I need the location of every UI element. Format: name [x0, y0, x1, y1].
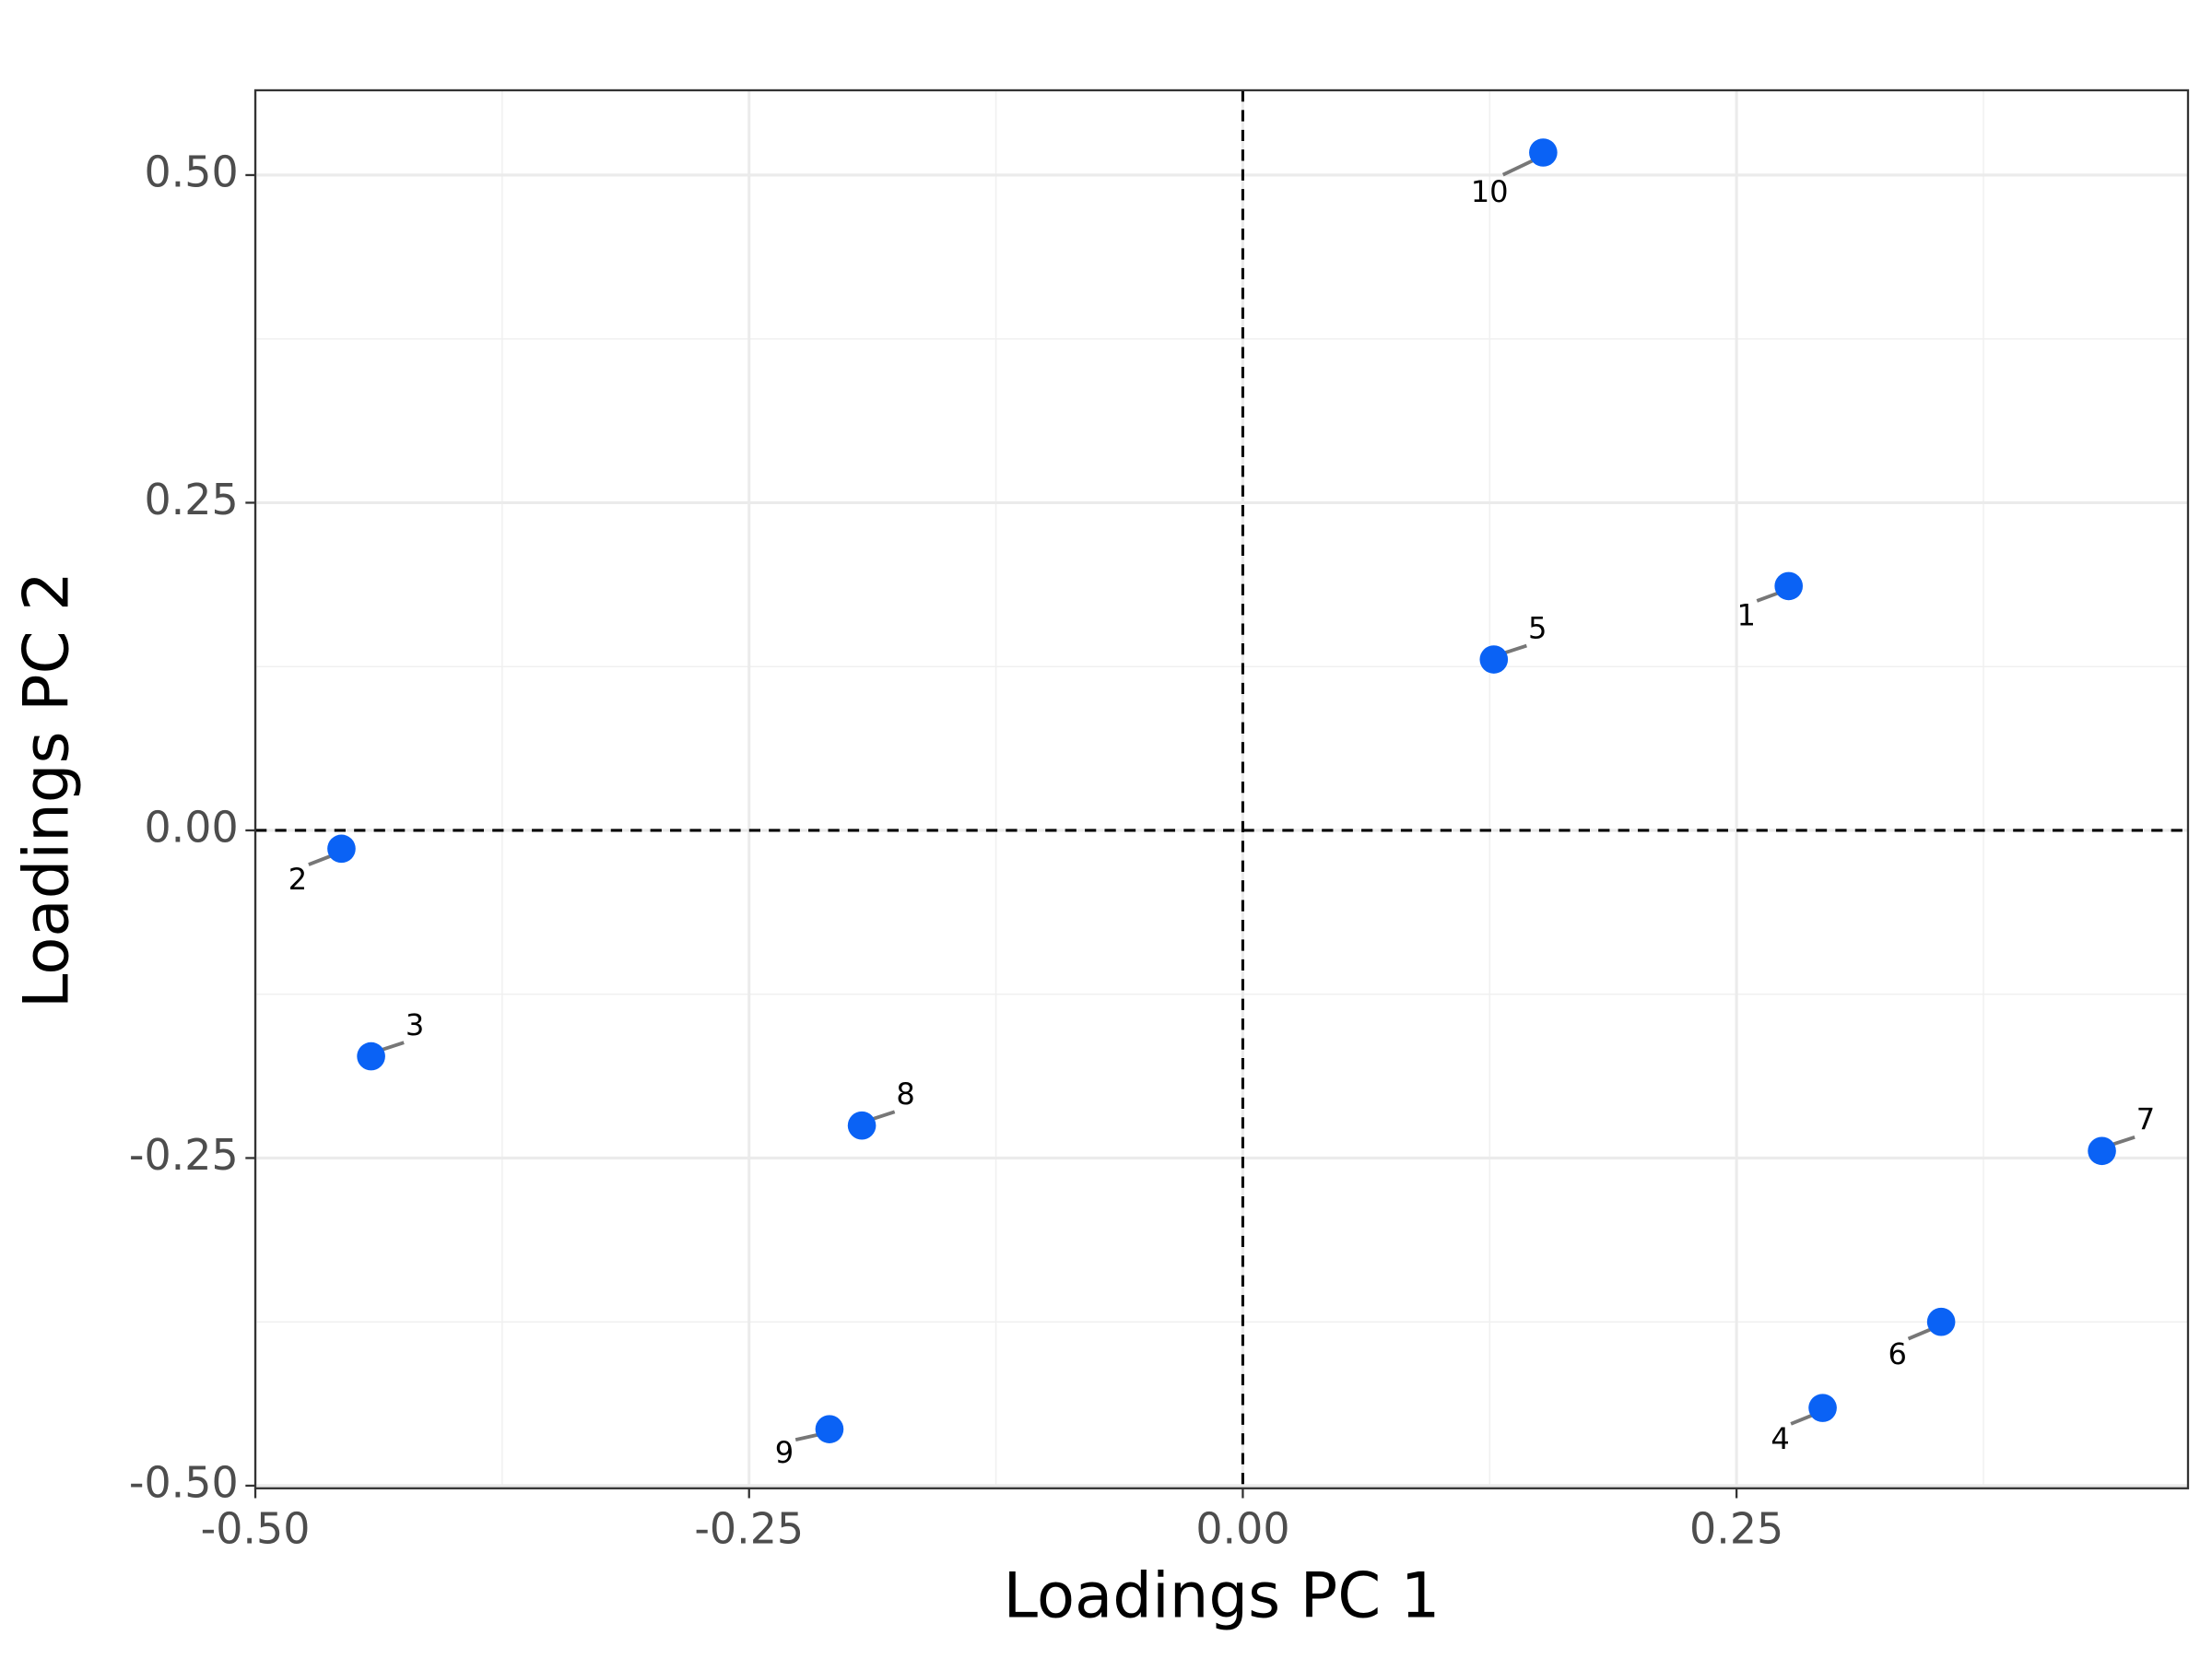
label-connector [1501, 643, 1527, 655]
point [1479, 645, 1509, 674]
plot-border [253, 88, 2190, 1489]
label-connector [869, 1110, 896, 1122]
x-tick-label: -0.25 [694, 1504, 804, 1554]
label-connector [1756, 590, 1782, 603]
x-tick-label: 0.25 [1689, 1504, 1783, 1554]
y-tick-label: 0.50 [144, 147, 238, 196]
y-tick-label: -0.50 [129, 1457, 239, 1507]
x-tick-label: 0.00 [1195, 1504, 1289, 1554]
point-label: 9 [775, 1435, 794, 1470]
label-connector [1501, 159, 1534, 177]
point [327, 834, 356, 864]
x-tick-label: -0.50 [201, 1504, 311, 1554]
x-axis-title: Loadings PC 1 [1004, 1559, 1441, 1631]
label-connector [308, 853, 334, 866]
point [1774, 571, 1804, 601]
point [357, 1041, 385, 1071]
y-axis-title: Loadings PC 2 [10, 571, 83, 1008]
label-connector [1790, 1412, 1816, 1426]
label-connector [794, 1432, 821, 1442]
point [1808, 1394, 1837, 1422]
point-label: 3 [406, 1007, 424, 1042]
label-connector [2110, 1135, 2136, 1147]
point-label: 7 [2136, 1102, 2155, 1137]
point-label: 2 [288, 862, 307, 897]
point-label: 6 [1888, 1336, 1906, 1371]
point [815, 1415, 844, 1443]
point-label: 1 [1737, 598, 1756, 633]
label-connector [379, 1041, 405, 1053]
point-label: 8 [896, 1077, 914, 1112]
point-label: 5 [1528, 610, 1547, 645]
y-tick-label: 0.00 [144, 802, 238, 852]
point [2088, 1136, 2116, 1166]
point-label: 10 [1471, 174, 1509, 209]
label-connector [1907, 1326, 1934, 1341]
point [847, 1111, 877, 1140]
y-tick-label: -0.25 [129, 1130, 239, 1180]
y-tick-label: 0.25 [144, 475, 238, 524]
point [1529, 138, 1558, 167]
point-label: 4 [1771, 1421, 1789, 1456]
point [1926, 1307, 1956, 1336]
